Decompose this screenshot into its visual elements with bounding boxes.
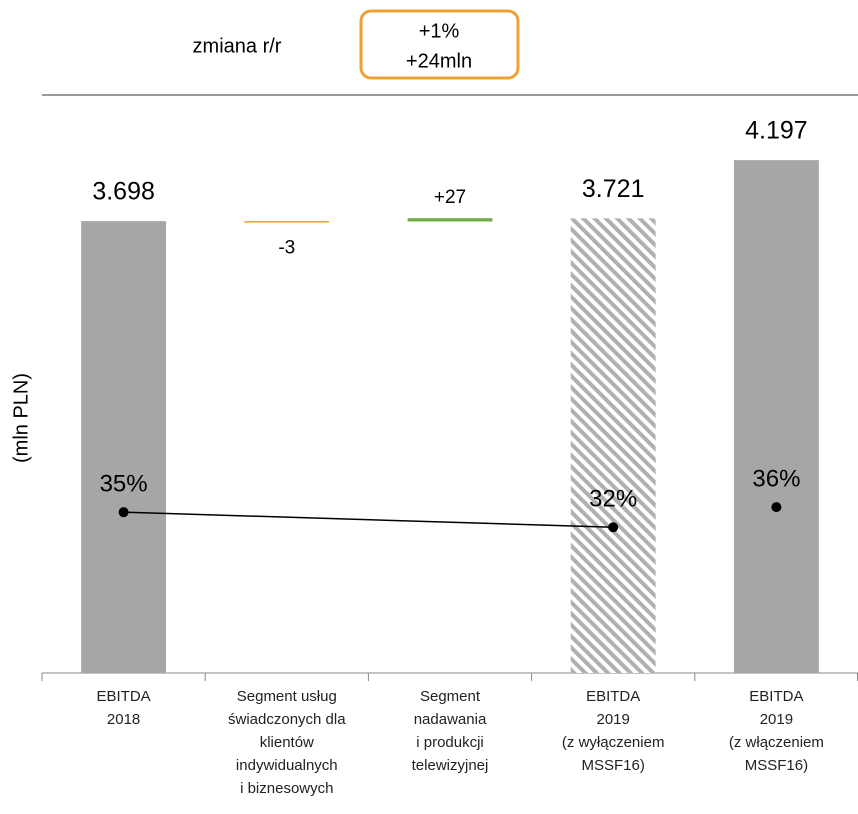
bar bbox=[81, 221, 167, 674]
change-percent: +1% bbox=[419, 20, 460, 42]
x-tick-label-line: Segment usług bbox=[237, 688, 337, 705]
margin-line bbox=[123, 511, 614, 528]
margin-label: 36% bbox=[752, 465, 800, 492]
value-label: 3.698 bbox=[92, 178, 155, 206]
x-tick-label: EBITDA 2018 bbox=[97, 688, 151, 728]
bar bbox=[733, 160, 819, 673]
value-label: -3 bbox=[278, 238, 295, 259]
x-tick-label-line: Segment bbox=[420, 688, 481, 705]
margin-label: 32% bbox=[589, 486, 637, 513]
change-amount: +24mln bbox=[406, 50, 472, 72]
margin-point bbox=[608, 522, 619, 533]
bar bbox=[407, 218, 493, 222]
y-axis-label: (mln PLN) bbox=[10, 373, 32, 463]
x-tick-label-line: 2018 bbox=[107, 711, 140, 728]
bar bbox=[570, 218, 656, 673]
value-label: +27 bbox=[434, 187, 466, 208]
x-tick-label-line: MSSF16) bbox=[745, 757, 808, 774]
x-tick-label-line: MSSF16) bbox=[582, 757, 645, 774]
x-tick-label-line: EBITDA bbox=[97, 688, 151, 705]
x-tick-label-line: telewizyjnej bbox=[412, 757, 489, 774]
x-tick-label-line: (z włączeniem bbox=[729, 734, 824, 751]
x-tick-label-line: i produkcji bbox=[416, 734, 484, 751]
x-tick-label-line: (z wyłączeniem bbox=[562, 734, 665, 751]
x-tick-label-line: 2019 bbox=[760, 711, 793, 728]
x-tick-label: EBITDA 2019 (z włączeniem MSSF16) bbox=[729, 688, 824, 774]
header-label: zmiana r/r bbox=[193, 35, 282, 57]
margin-point bbox=[118, 507, 129, 518]
x-tick-label: Segment usług świadczonych dla klientów ind… bbox=[228, 688, 346, 797]
x-tick-label-line: EBITDA bbox=[749, 688, 803, 705]
x-tick-label-line: świadczonych dla bbox=[228, 711, 346, 728]
x-tick-label-line: 2019 bbox=[597, 711, 630, 728]
x-tick-label-line: i biznesowych bbox=[240, 780, 333, 797]
margin-point bbox=[771, 502, 782, 513]
x-tick-label-line: EBITDA bbox=[586, 688, 640, 705]
value-label: 4.197 bbox=[745, 117, 808, 145]
bar bbox=[244, 221, 330, 223]
x-tick-label-line: nadawania bbox=[414, 711, 487, 728]
x-tick-label-line: klientów bbox=[260, 734, 314, 751]
x-tick-label: Segment nadawania i produkcji telewizyjnej bbox=[412, 688, 489, 774]
x-tick-label: EBITDA 2019 (z wyłączeniem MSSF16) bbox=[562, 688, 665, 774]
x-tick-label-line: indywidualnych bbox=[236, 757, 338, 774]
change-box bbox=[359, 9, 520, 80]
value-label: 3.721 bbox=[582, 175, 645, 203]
margin-label: 35% bbox=[100, 471, 148, 498]
